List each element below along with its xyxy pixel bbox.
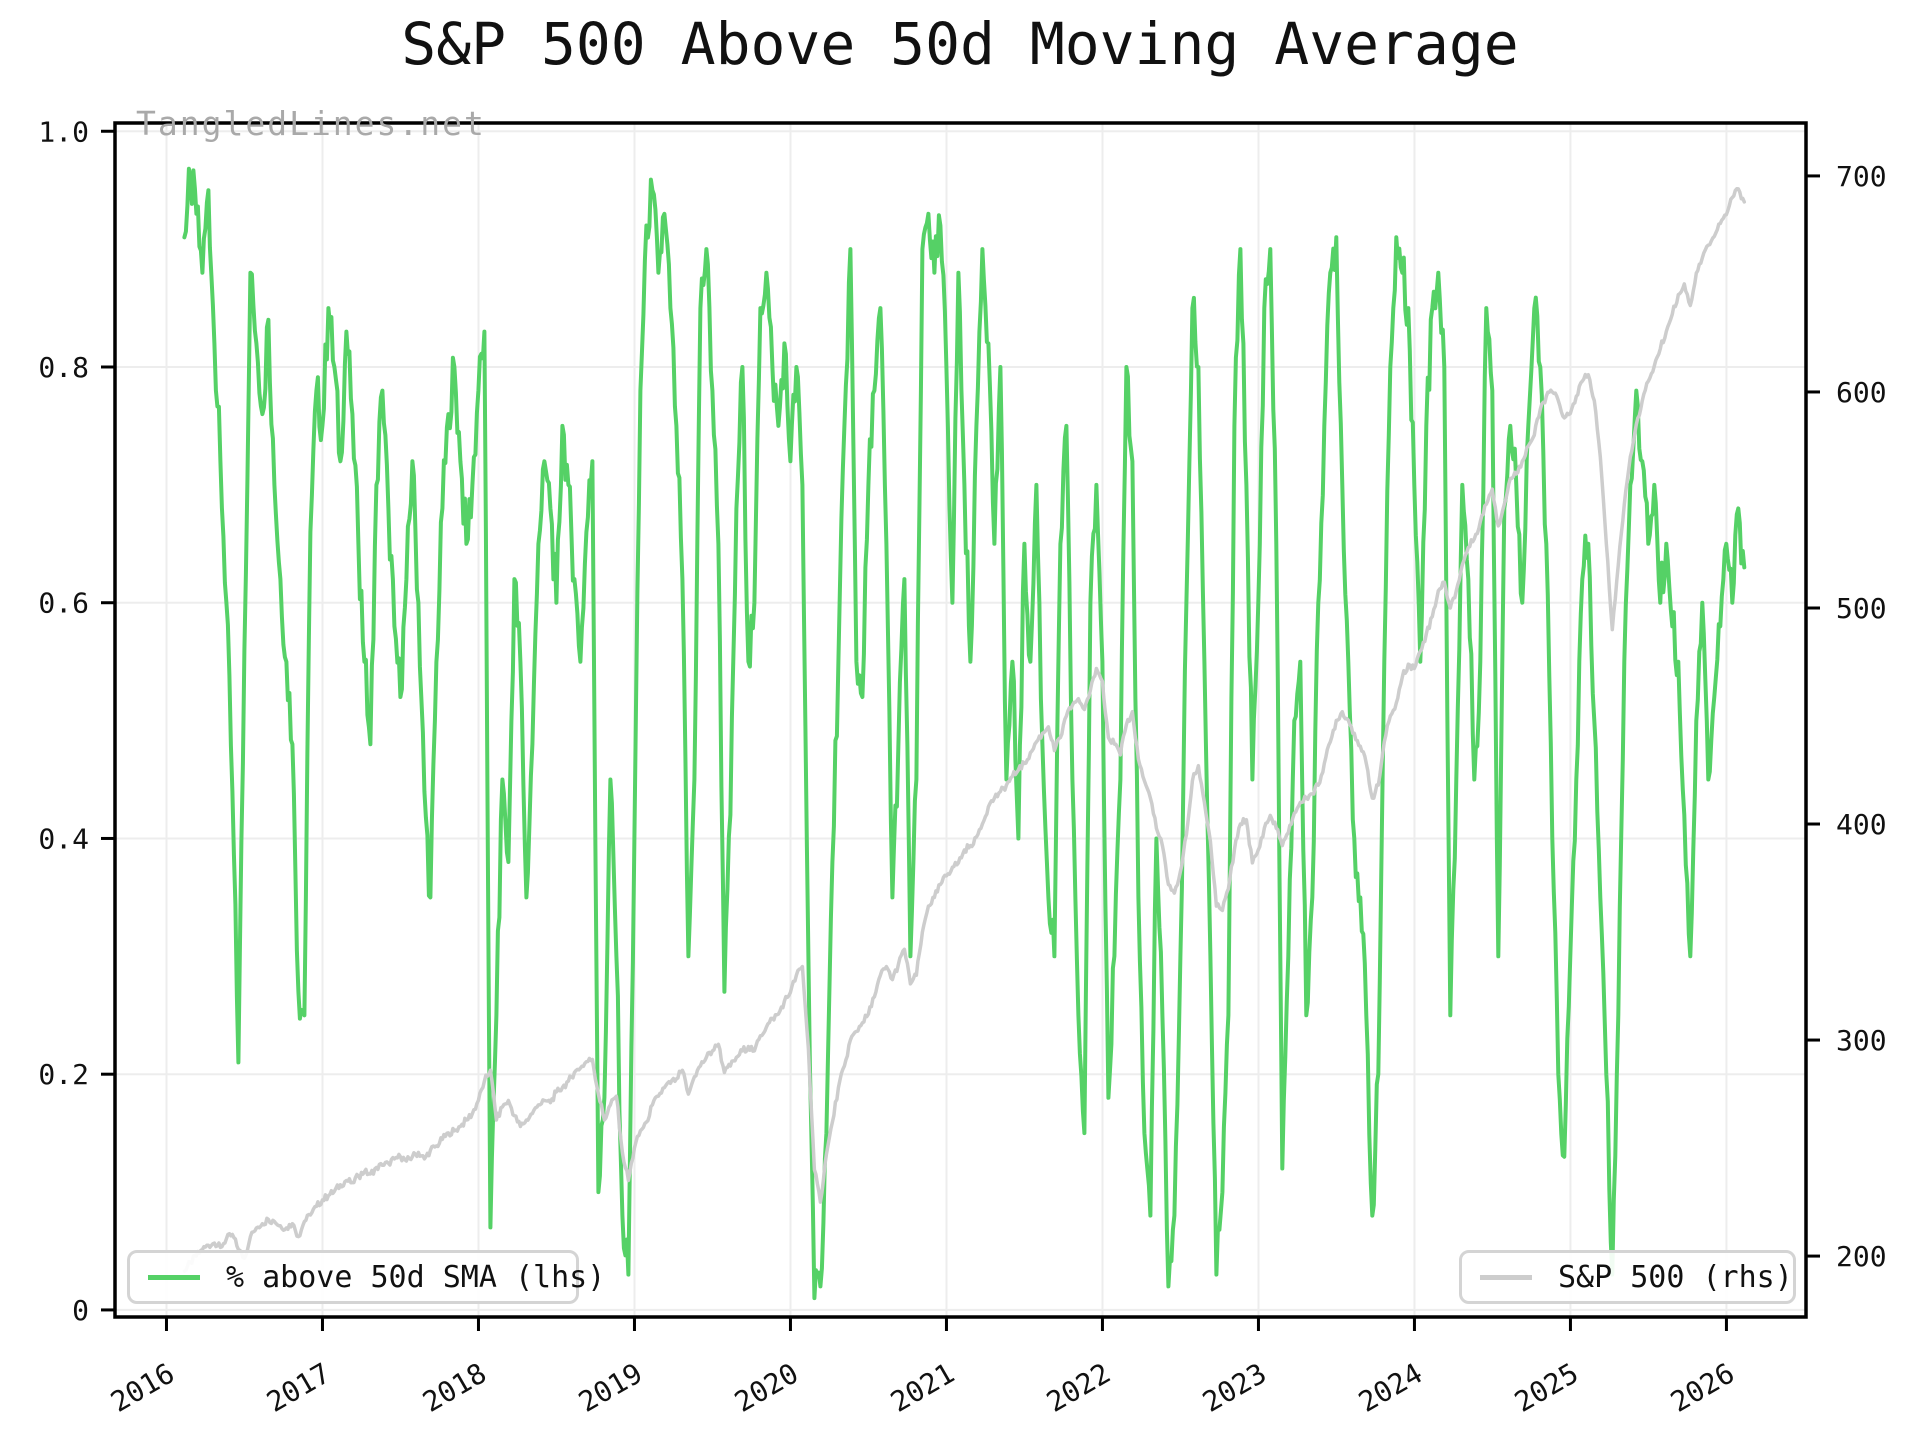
plot-spines — [113, 121, 1808, 1319]
y-right-tick-label: 700 — [1836, 160, 1887, 193]
series-green-line — [182, 166, 1747, 1301]
x-tick-label: 2023 — [1197, 1356, 1272, 1418]
axis-ticks — [101, 129, 1820, 1331]
x-tick-label: 2021 — [885, 1356, 960, 1418]
x-tick-label: 2018 — [417, 1356, 492, 1418]
y-right-tick-label: 400 — [1836, 808, 1887, 841]
y-left-tick-label: 0.4 — [38, 822, 89, 855]
y-left-tick-label: 0 — [72, 1294, 89, 1327]
series-gray-line — [182, 186, 1747, 1273]
series-lines — [182, 166, 1747, 1301]
x-tick-label: 2026 — [1665, 1356, 1740, 1418]
x-tick-label: 2019 — [573, 1356, 648, 1418]
legend-right: S&P 500 (rhs) — [1459, 1250, 1796, 1304]
x-tick-label: 2022 — [1041, 1356, 1116, 1418]
chart-title: S&P 500 Above 50d Moving Average — [401, 10, 1519, 78]
legend-right-swatch — [1480, 1274, 1532, 1280]
watermark: TangledLines.net — [136, 104, 486, 143]
y-left-tick-label: 1.0 — [38, 115, 89, 148]
x-tick-label: 2017 — [261, 1356, 336, 1418]
x-tick-label: 2025 — [1509, 1356, 1584, 1418]
y-left-tick-label: 0.6 — [38, 587, 89, 620]
y-left-tick-label: 0.8 — [38, 351, 89, 384]
legend-left: % above 50d SMA (lhs) — [127, 1250, 605, 1304]
y-right-tick-label: 200 — [1836, 1240, 1887, 1273]
y-right-tick-label: 500 — [1836, 592, 1887, 625]
x-tick-label: 2020 — [729, 1356, 804, 1418]
legend-left-label: % above 50d SMA (lhs) — [226, 1259, 606, 1295]
y-right-tick-label: 300 — [1836, 1024, 1887, 1057]
legend-left-swatch — [148, 1274, 200, 1280]
x-tick-label: 2024 — [1353, 1356, 1428, 1418]
x-tick-label: 2016 — [105, 1356, 180, 1418]
y-left-tick-label: 0.2 — [38, 1058, 89, 1091]
y-right-tick-label: 600 — [1836, 376, 1887, 409]
legend-right-label: S&P 500 (rhs) — [1558, 1259, 1793, 1295]
